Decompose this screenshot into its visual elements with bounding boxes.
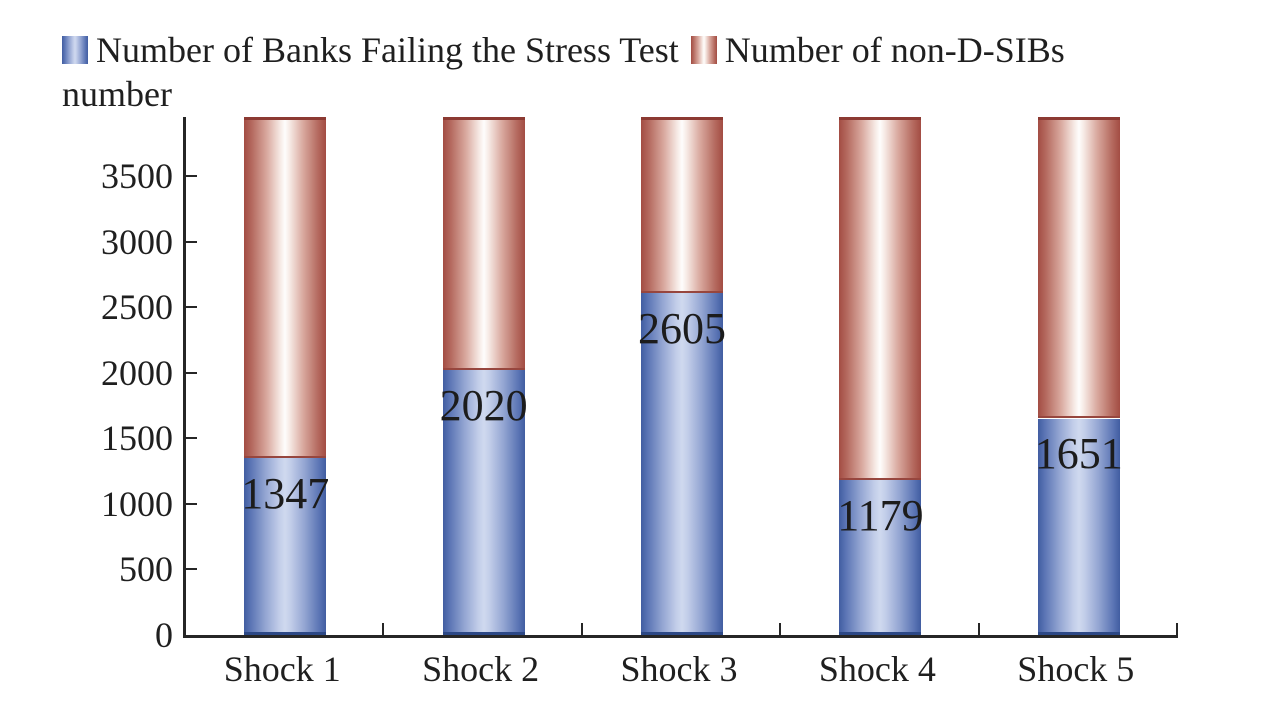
x-axis-tick bbox=[580, 623, 583, 635]
y-axis-tick bbox=[186, 240, 197, 243]
bar-value-label: 1179 bbox=[837, 491, 924, 541]
legend-label-non-dsibs: Number of non-D-SIBs bbox=[724, 30, 1065, 70]
y-axis-tick bbox=[186, 175, 197, 177]
x-axis-tick bbox=[977, 623, 980, 635]
bar-value-label: 2605 bbox=[638, 304, 726, 354]
x-axis-category-label: Shock 4 bbox=[818, 649, 936, 689]
x-axis-category-label: Shock 1 bbox=[223, 649, 341, 689]
legend-item-non-dsibs: Number of non-D-SIBs bbox=[690, 30, 1065, 70]
bar-shock-2: 2020 bbox=[439, 117, 528, 635]
bar-segment-non-dsibs bbox=[442, 117, 525, 371]
y-axis-tick-label: 1000 bbox=[101, 483, 173, 524]
legend-label-failing: Number of Banks Failing the Stress Test bbox=[96, 30, 679, 70]
bar-segment-non-dsibs bbox=[641, 117, 723, 294]
y-axis-tick bbox=[186, 306, 197, 309]
red-series-marker-icon bbox=[690, 36, 717, 64]
y-axis-tick bbox=[186, 371, 197, 374]
bar-value-label: 1347 bbox=[241, 469, 330, 519]
bar-shock-1: 1347 bbox=[241, 117, 330, 635]
y-axis-tick-label: 3500 bbox=[101, 156, 173, 196]
bar-segment-failing bbox=[244, 458, 327, 635]
y-axis-tick bbox=[186, 502, 197, 505]
y-axis-tick-label: 2500 bbox=[101, 287, 173, 328]
bar-shock-5: 1651 bbox=[1034, 117, 1123, 635]
y-axis-title: number bbox=[62, 74, 172, 114]
bar-shock-4: 1179 bbox=[837, 117, 924, 635]
legend-item-failing: Number of Banks Failing the Stress Test bbox=[62, 30, 679, 70]
y-axis-tick-label: 1500 bbox=[101, 418, 173, 459]
bar-segment-failing bbox=[1037, 418, 1120, 635]
bar-value-label: 2020 bbox=[439, 381, 528, 431]
y-axis-tick-label: 3000 bbox=[101, 221, 173, 262]
bar-segment-failing bbox=[839, 480, 922, 635]
y-axis-tick bbox=[186, 437, 197, 440]
x-axis-category-label: Shock 2 bbox=[422, 649, 540, 689]
x-axis-tick bbox=[1176, 623, 1178, 635]
x-axis-category-label: Shock 3 bbox=[620, 649, 738, 689]
bar-value-label: 1651 bbox=[1034, 429, 1123, 479]
legend: Number of Banks Failing the Stress Test … bbox=[62, 30, 1065, 70]
y-axis-tick-label: 500 bbox=[119, 549, 173, 590]
bar-segment-failing bbox=[442, 370, 525, 635]
plot-area: 1347 2020 2605 1179 1651 bbox=[183, 117, 1178, 638]
x-axis-tick bbox=[779, 623, 782, 635]
bar-segment-non-dsibs bbox=[839, 117, 922, 481]
y-axis-tick-label: 0 bbox=[155, 615, 173, 655]
x-axis-category-label: Shock 5 bbox=[1017, 649, 1135, 689]
bar-shock-3: 2605 bbox=[638, 117, 726, 635]
bar-segment-non-dsibs bbox=[244, 117, 327, 459]
y-axis-tick bbox=[186, 568, 197, 571]
y-axis-tick-label: 2000 bbox=[101, 352, 173, 393]
bar-segment-failing bbox=[641, 293, 723, 635]
x-axis-tick bbox=[382, 623, 385, 635]
blue-series-marker-icon bbox=[62, 36, 88, 64]
bar-segment-non-dsibs bbox=[1037, 117, 1120, 419]
